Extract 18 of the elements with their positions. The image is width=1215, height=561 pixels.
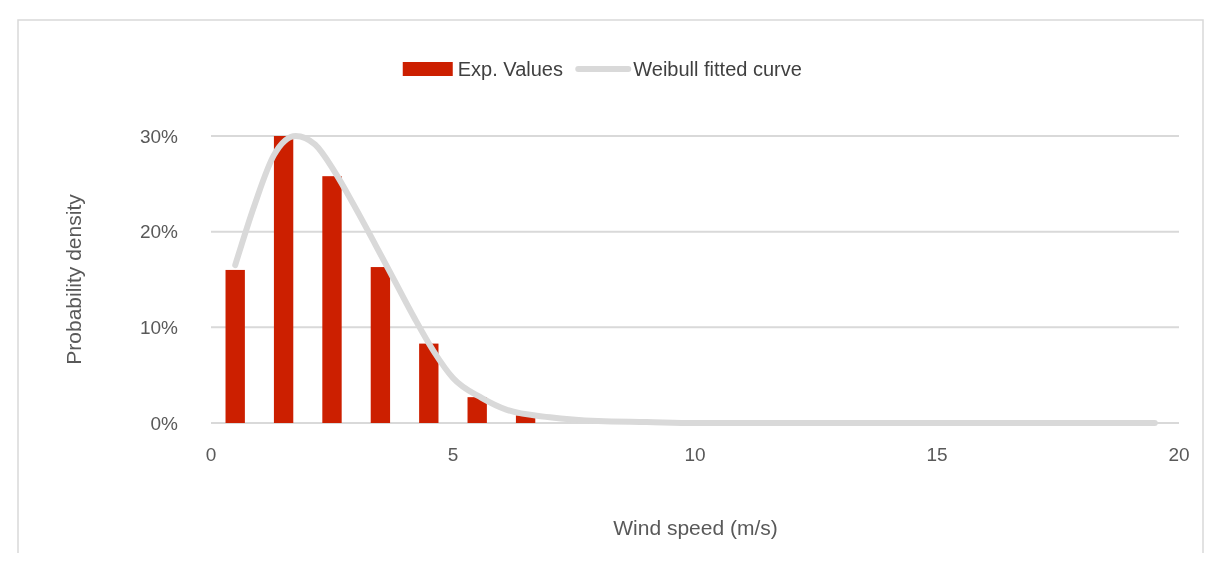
bar bbox=[370, 267, 391, 423]
x-tick-label: 20 bbox=[1168, 444, 1190, 465]
legend-label: Weibull fitted curve bbox=[633, 58, 802, 80]
y-tick-label: 10% bbox=[139, 316, 179, 338]
bar bbox=[225, 269, 245, 423]
y-tick-label: 30% bbox=[139, 125, 179, 147]
x-tick-label: 5 bbox=[447, 444, 459, 465]
y-tick-label: 0% bbox=[150, 412, 179, 434]
bar bbox=[419, 343, 439, 423]
bar bbox=[322, 176, 342, 423]
x-tick-label: 10 bbox=[684, 444, 706, 465]
y-axis-title: Probability density bbox=[62, 193, 85, 365]
x-tick-label: 0 bbox=[205, 444, 217, 465]
x-axis-title: Wind speed (m/s) bbox=[613, 516, 778, 539]
x-tick-label: 15 bbox=[926, 444, 948, 465]
bar bbox=[273, 136, 294, 423]
y-tick-label: 20% bbox=[139, 221, 179, 243]
legend-label: Exp. Values bbox=[457, 58, 563, 80]
